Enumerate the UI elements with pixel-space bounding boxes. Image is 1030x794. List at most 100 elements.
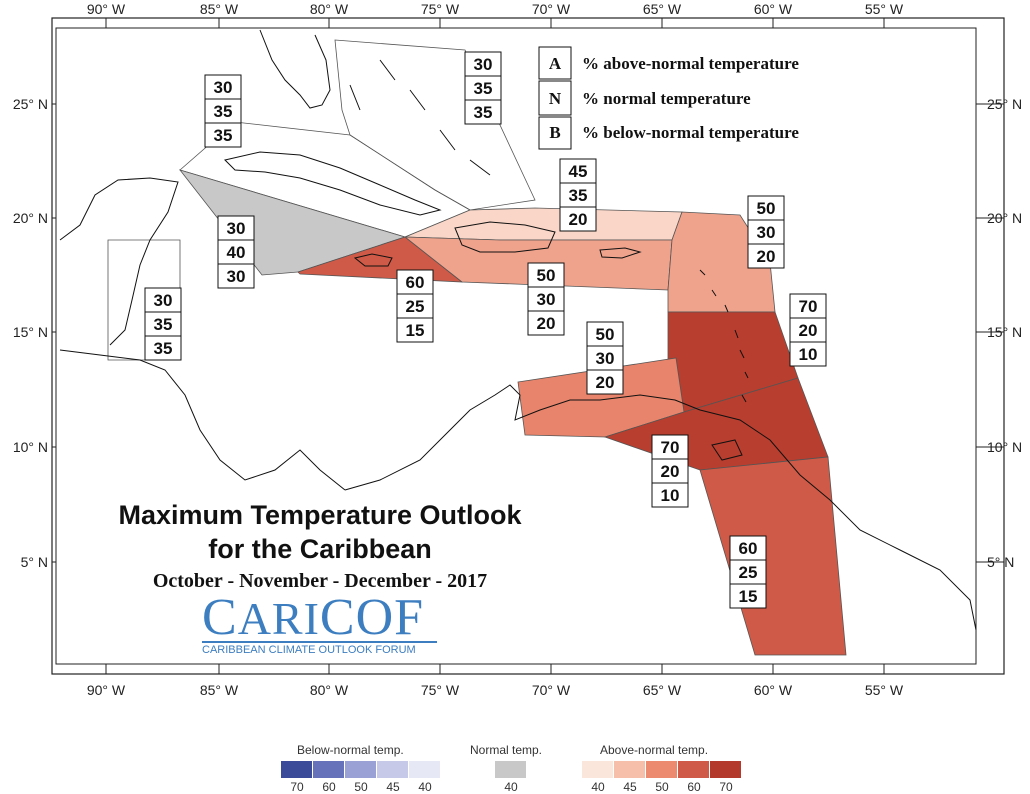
prob-value-above: 60: [739, 539, 758, 558]
prob-cell-normal: [464, 75, 502, 101]
key-text-n: % normal temperature: [582, 89, 751, 108]
scale-swatch-below: [409, 761, 440, 778]
scale-value-normal: 40: [504, 780, 518, 794]
lat-label: 25° N: [13, 96, 48, 112]
panama-colombia-coast: [344, 384, 701, 491]
lon-label: 60° W: [754, 682, 793, 698]
prob-cell-normal: [729, 559, 767, 585]
prob-cell-below: [559, 206, 597, 232]
lat-label: 20° N: [987, 210, 1022, 226]
prob-value-below: 35: [474, 103, 493, 122]
lon-label: 55° W: [865, 1, 904, 17]
scale-normal-title: Normal temp.: [470, 743, 543, 757]
prob-value-below: 10: [799, 345, 818, 364]
prob-box-greater-antilles: 50 30 20: [527, 262, 565, 336]
prob-box-turks-caicos: 45 35 20: [559, 158, 597, 232]
scale-swatch-above: [678, 761, 709, 778]
key-letter-b: B: [549, 123, 560, 142]
prob-value-above: 50: [537, 266, 556, 285]
prob-cell-below: [464, 99, 502, 125]
venezuela-guianas-coast: [699, 409, 977, 631]
hispaniola-outline: [454, 221, 556, 253]
lon-label: 90° W: [87, 1, 126, 17]
key-box-b: [538, 116, 572, 150]
prob-box-abc-islands: 50 30 20: [586, 321, 624, 395]
prob-cell-below: [586, 369, 624, 395]
scale-value-below: 50: [354, 780, 368, 794]
probability-boxes: 30 35 35 30 35 35 30 40 30 30 35 35 60 25 15 45 35 20 50 30…: [144, 51, 827, 609]
scale-swatch-above: [582, 761, 613, 778]
scale-value-above: 40: [591, 780, 605, 794]
prob-value-above: 60: [406, 273, 425, 292]
scale-swatch-above: [710, 761, 741, 778]
logo-wordmark: CARICOF: [202, 592, 437, 644]
prob-value-above: 50: [757, 199, 776, 218]
puerto-rico-outline: [599, 247, 642, 259]
prob-box-belize: 30 35 35: [144, 287, 182, 361]
prob-value-below: 30: [227, 267, 246, 286]
lon-label: 85° W: [200, 1, 239, 17]
coastlines: [59, 29, 977, 631]
scale-below-title: Below-normal temp.: [297, 743, 404, 757]
lon-label: 90° W: [87, 682, 126, 698]
prob-cell-below: [396, 317, 434, 343]
prob-value-normal: 30: [596, 349, 615, 368]
prob-cell-normal: [217, 239, 255, 265]
prob-value-normal: 40: [227, 243, 246, 262]
prob-value-above: 45: [569, 162, 588, 181]
scale-value-above: 60: [687, 780, 701, 794]
prob-value-below: 20: [596, 373, 615, 392]
jamaica-outline: [353, 253, 393, 267]
prob-cell-below: [729, 583, 767, 609]
lat-label: 15° N: [987, 324, 1022, 340]
map-title: Maximum Temperature Outlook: [118, 500, 522, 530]
key-text-a: % above-normal temperature: [582, 54, 799, 73]
lon-label: 65° W: [643, 682, 682, 698]
color-scale: Below-normal temp. Normal temp. Above-no…: [0, 740, 1030, 794]
lon-label: 85° W: [200, 682, 239, 698]
map-frame: [51, 17, 1005, 675]
prob-cell-above: [527, 262, 565, 288]
prob-value-normal: 35: [569, 186, 588, 205]
prob-value-above: 30: [154, 291, 173, 310]
prob-box-windward-islands: 70 20 10: [789, 293, 827, 367]
prob-cell-above: [464, 51, 502, 77]
logo-subtitle: CARIBBEAN CLIMATE OUTLOOK FORUM: [202, 641, 437, 656]
cuba-outline: [224, 151, 442, 216]
prob-value-normal: 35: [214, 102, 233, 121]
scale-swatch-normal: [495, 761, 526, 778]
prob-box-leeward-islands: 50 30 20: [747, 195, 785, 269]
lon-label: 75° W: [421, 1, 460, 17]
florida-coast: [259, 29, 331, 109]
prob-value-normal: 25: [739, 563, 758, 582]
prob-cell-above: [747, 195, 785, 221]
logo-wordmark-first: C: [202, 589, 238, 646]
lat-label: 20° N: [13, 210, 48, 226]
scale-value-below: 70: [290, 780, 304, 794]
prob-value-above: 30: [227, 219, 246, 238]
prob-box-guianas: 60 25 15: [729, 535, 767, 609]
yucatan-coast: [59, 177, 179, 346]
lon-label: 75° W: [421, 682, 460, 698]
prob-value-above: 50: [596, 325, 615, 344]
prob-cell-above: [651, 434, 689, 460]
prob-cell-below: [651, 482, 689, 508]
forecast-period: October - November - December - 2017: [152, 570, 488, 592]
prob-box-trinidad: 70 20 10: [651, 434, 689, 508]
scale-swatch-above: [646, 761, 677, 778]
lon-label: 65° W: [643, 1, 682, 17]
prob-cell-below: [204, 122, 242, 148]
longitude-labels-bottom: 90° W 85° W 80° W 75° W 70° W 65° W 60° …: [87, 682, 904, 698]
prob-value-normal: 30: [757, 223, 776, 242]
title-block: Maximum Temperature Outlook for the Cari…: [90, 498, 550, 593]
scale-value-below: 40: [418, 780, 432, 794]
lat-label: 10° N: [13, 439, 48, 455]
prob-value-normal: 20: [799, 321, 818, 340]
prob-value-above: 30: [214, 78, 233, 97]
prob-box-bahamas: 30 35 35: [464, 51, 502, 125]
prob-value-normal: 30: [537, 290, 556, 309]
logo-wordmark-rest: ARI: [237, 593, 320, 644]
lon-label: 80° W: [310, 1, 349, 17]
scale-swatch-below: [377, 761, 408, 778]
prob-cell-below: [527, 310, 565, 336]
